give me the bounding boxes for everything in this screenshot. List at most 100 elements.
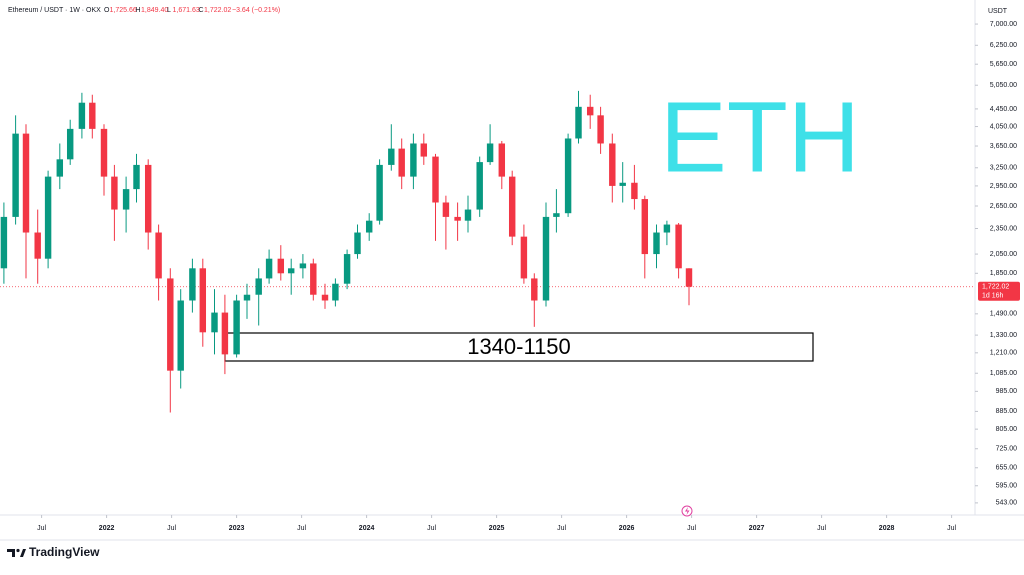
candle-body [243, 294, 251, 301]
candle-body [398, 148, 405, 177]
axis-unit: USDT [988, 8, 1008, 15]
y-tick-label: 805.00 [996, 426, 1018, 433]
candle-body [221, 312, 229, 355]
x-tick-label: Jul [37, 525, 46, 532]
candle-body [332, 283, 339, 301]
y-tick-label: 5,050.00 [990, 82, 1017, 89]
ohlc-value: 1,725.66 [110, 7, 137, 14]
candle-body [586, 106, 594, 116]
last-price-badge [978, 281, 1020, 301]
ohlc-value: 1,671.63 [173, 7, 200, 14]
candle-body [44, 176, 52, 259]
candle-body [476, 162, 483, 210]
candle-body [410, 143, 417, 177]
candle-body [542, 216, 550, 301]
logo-mark [7, 549, 15, 557]
x-tick-label: 2025 [489, 525, 505, 532]
candle-body [420, 143, 428, 157]
candle-body [609, 143, 616, 186]
x-tick-label: Jul [167, 525, 176, 532]
x-tick-label: 2024 [359, 525, 375, 532]
last-price-label: 1,722.02 [982, 284, 1009, 291]
y-tick-label: 5,650.00 [990, 61, 1017, 68]
x-tick-label: 2026 [619, 525, 635, 532]
candle-body [233, 300, 240, 355]
y-tick-label: 1,085.00 [990, 370, 1017, 377]
candle-body [442, 202, 450, 217]
x-tick-label: Jul [817, 525, 826, 532]
symbol: Ethereum / USDT · 1W · OKX [8, 7, 101, 14]
ohlc-key: L [167, 7, 171, 14]
candle-body [653, 232, 660, 255]
candle-body [575, 106, 582, 139]
candle-body [189, 268, 196, 301]
candle-body [454, 216, 461, 221]
logo-slash [20, 549, 26, 557]
candle-body [34, 232, 41, 259]
candle-body [520, 236, 528, 279]
y-tick-label: 543.00 [996, 500, 1018, 507]
y-tick-label: 4,050.00 [990, 123, 1017, 130]
ohlc-key: C [199, 7, 204, 14]
ohlc-value: 1,849.40 [141, 7, 168, 14]
candle-body [498, 143, 506, 177]
change: −3.64 (−0.21%) [232, 7, 280, 14]
y-tick-label: 1,850.00 [990, 270, 1017, 277]
candle-body [343, 254, 351, 284]
candle-body [211, 312, 218, 333]
candle-body [265, 258, 273, 279]
candle-body [631, 182, 638, 200]
y-tick-label: 1,330.00 [990, 332, 1017, 339]
candle-body [531, 278, 538, 301]
x-tick-label: 2027 [749, 525, 765, 532]
x-tick-label: Jul [557, 525, 566, 532]
event-bolt [685, 507, 690, 515]
candle-body [111, 176, 118, 210]
candle-body [66, 128, 74, 160]
candle-body [155, 232, 162, 279]
y-tick-label: 2,950.00 [990, 183, 1017, 190]
y-tick-label: 2,350.00 [990, 225, 1017, 232]
x-tick-label: Jul [947, 525, 956, 532]
ohlc-key: H [136, 7, 141, 14]
candle-body [287, 268, 295, 274]
countdown: 1d 16h [982, 293, 1004, 300]
candle-body [486, 143, 494, 163]
candle-body [56, 159, 64, 177]
candle-body [675, 224, 682, 269]
event-icon[interactable] [681, 505, 693, 517]
candle-body [685, 268, 693, 287]
candle-body [22, 133, 30, 233]
y-tick-label: 985.00 [996, 388, 1018, 395]
candle-body [100, 128, 108, 177]
candle-body [199, 268, 207, 333]
y-tick-label: 885.00 [996, 408, 1018, 415]
y-tick-label: 2,050.00 [990, 251, 1017, 258]
legend: Ethereum / USDT · 1W · OKX O 1,725.66H 1,8… [8, 7, 280, 14]
candle-body [553, 213, 560, 217]
candle-body [354, 232, 361, 255]
y-tick-label: 3,650.00 [990, 143, 1017, 150]
brand-name: TradingView [29, 545, 100, 559]
annotation-text: 1340-1150 [467, 334, 571, 359]
candle-body [12, 133, 19, 217]
y-tick-label: 595.00 [996, 483, 1018, 490]
candle-body [310, 263, 317, 295]
y-tick-label: 1,210.00 [990, 350, 1017, 357]
x-tick-label: Jul [427, 525, 436, 532]
candle-body [277, 258, 285, 274]
ohlc-value: 1,722.02 [204, 7, 231, 14]
x-tick-label: 2028 [879, 525, 895, 532]
y-tick-label: 4,450.00 [990, 106, 1017, 113]
y-tick-label: 3,250.00 [990, 165, 1017, 172]
y-tick-label: 725.00 [996, 446, 1018, 453]
ohlc-key: O [104, 7, 110, 14]
candle-body [564, 138, 572, 214]
candle-body [365, 220, 373, 233]
x-tick-label: 2023 [229, 525, 245, 532]
brand-logo[interactable]: TradingView [7, 545, 100, 559]
candle-body [78, 102, 86, 129]
candle-body [508, 176, 516, 237]
x-tick-label: 2022 [99, 525, 115, 532]
candle-body [89, 102, 96, 129]
